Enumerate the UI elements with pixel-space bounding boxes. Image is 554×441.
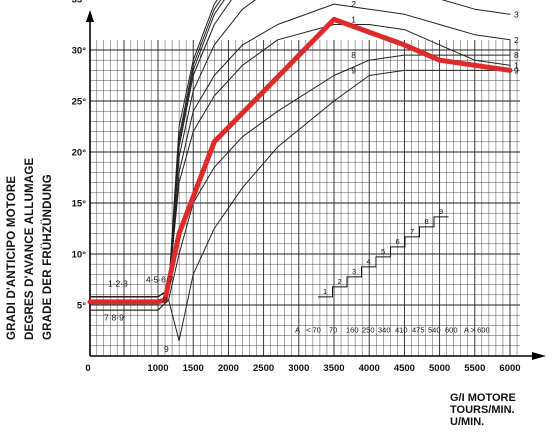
y-tick-label: 35° xyxy=(72,0,87,6)
left-curve-label: 4·5·6·7 xyxy=(146,275,174,285)
series-line-3 xyxy=(89,0,511,298)
legend-value: < 70 xyxy=(306,326,321,335)
curve-label-1: 1 xyxy=(514,60,519,70)
series-line-6 xyxy=(89,0,218,298)
curve-label-9: 9 xyxy=(514,65,519,75)
x-tick-label: 0 xyxy=(85,363,90,374)
legend-step-number: 5 xyxy=(381,247,385,256)
curve-label-mid-2: 2 xyxy=(351,0,356,9)
legend-step-number: 9 xyxy=(439,207,443,216)
legend-value: 600 xyxy=(445,326,458,335)
series-line-7 xyxy=(89,0,225,298)
y-axis-arrow xyxy=(86,10,94,22)
x-tick-label: 4500 xyxy=(394,363,415,374)
y-title-line-3: GRADE DER FRÜHZÜNDUNG xyxy=(42,174,54,340)
left-curve-label: 9 xyxy=(164,344,169,354)
legend-prefix: A xyxy=(295,326,300,335)
curve-label-2: 2 xyxy=(514,35,519,45)
curve-label-mid-9: 9 xyxy=(351,66,356,76)
legend-step-number: 7 xyxy=(410,227,414,236)
y-tick-label: 25° xyxy=(72,97,87,108)
legend-steps-line xyxy=(318,216,449,298)
x-axis-arrow xyxy=(532,352,546,360)
legend-step-number: 6 xyxy=(396,237,400,246)
y-title-line-1: GRADI D'ANTICIPO MOTORE xyxy=(6,175,18,340)
x-tick-label: 5500 xyxy=(464,363,485,374)
x-tick-label: 1000 xyxy=(147,363,168,374)
y-tick-label: 5° xyxy=(77,301,86,312)
series-line-1 xyxy=(89,24,511,298)
series-line-9 xyxy=(89,69,511,342)
left-curve-label: 7·8·9 xyxy=(104,312,124,322)
series-line-highlight xyxy=(87,16,513,305)
x-axis-unit: G/I MOTORE TOURS/MIN. U/MIN. xyxy=(450,392,516,428)
legend-step-number: 2 xyxy=(338,277,342,286)
curve-label-mid-1: 1 xyxy=(351,15,356,25)
x-tick-label: 4000 xyxy=(359,363,380,374)
curve-label-3: 3 xyxy=(514,9,519,19)
x-tick-label: 2000 xyxy=(218,363,239,374)
y-tick-label: 30° xyxy=(72,46,87,57)
series-group xyxy=(87,0,513,342)
x-unit-line-1: G/I MOTORE xyxy=(450,392,516,404)
legend-value: 160 xyxy=(346,326,359,335)
legend-value: 540 xyxy=(428,326,441,335)
x-tick-label: 5000 xyxy=(429,363,450,374)
left-curve-label: 8 xyxy=(163,295,168,305)
series-line-4 xyxy=(89,0,232,298)
series-line-5 xyxy=(89,0,222,298)
legend-staircase: 1 2 3 4 5 6 7 8 9 A < 70 70 160 250 340 410 475 540 600 A >… xyxy=(295,207,490,335)
curve-labels: 1234567891234567891·2·34·5·6·77·8·989 xyxy=(104,0,519,354)
legend-value: 340 xyxy=(378,326,391,335)
legend-step-number: 4 xyxy=(367,257,371,266)
y-tick-label: 10° xyxy=(72,250,87,261)
y-tick-label: 20° xyxy=(72,148,87,159)
x-unit-line-2: TOURS/MIN. xyxy=(450,404,515,416)
x-tick-label: 2500 xyxy=(253,363,274,374)
grid xyxy=(90,40,520,356)
left-curve-label: 1·2·3 xyxy=(108,279,128,289)
legend-step-number: 1 xyxy=(323,287,327,296)
x-unit-line-3: U/MIN. xyxy=(450,416,485,428)
legend-step-number: 3 xyxy=(352,267,356,276)
x-tick-label: 6000 xyxy=(499,363,520,374)
y-tick-label: 15° xyxy=(72,199,87,210)
x-tick-label: 3000 xyxy=(288,363,309,374)
legend-value: 410 xyxy=(395,326,408,335)
legend-value: 475 xyxy=(412,326,425,335)
x-tick-label: 3500 xyxy=(323,363,344,374)
x-tick-label: 1500 xyxy=(183,363,204,374)
curve-label-8: 8 xyxy=(514,50,519,60)
y-axis-title: GRADI D'ANTICIPO MOTORE DEGRES D'AVANCE … xyxy=(0,0,70,441)
legend-value: 70 xyxy=(329,326,337,335)
curve-label-mid-8: 8 xyxy=(351,50,356,60)
legend-value: A > 600 xyxy=(464,326,490,335)
y-title-line-2: DEGRES D'AVANCE ALLUMAGE xyxy=(24,157,36,340)
legend-step-number: 8 xyxy=(425,217,429,226)
legend-value: 250 xyxy=(362,326,375,335)
